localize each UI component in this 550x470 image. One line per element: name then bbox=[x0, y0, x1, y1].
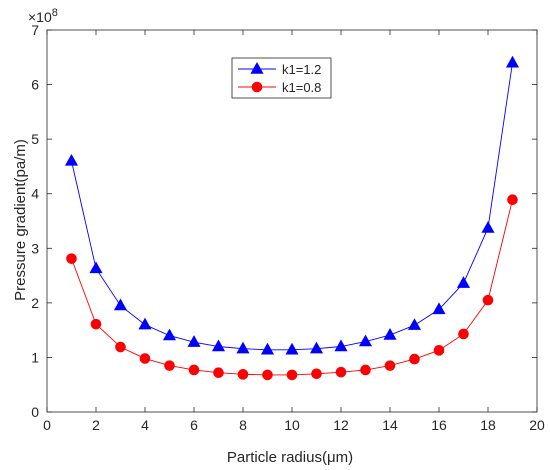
circle-marker bbox=[115, 341, 126, 353]
triangle-marker bbox=[211, 339, 226, 352]
x-tick-label: 8 bbox=[239, 417, 247, 433]
circle-marker bbox=[335, 366, 347, 378]
legend-box bbox=[231, 57, 332, 99]
series-circle bbox=[66, 194, 518, 381]
series-triangle bbox=[64, 55, 520, 355]
circle-marker bbox=[384, 360, 396, 371]
circle-marker bbox=[458, 328, 469, 340]
y-axis-exponent-base: ×10 bbox=[28, 9, 52, 25]
circle-marker bbox=[164, 360, 175, 371]
triangle-marker bbox=[309, 341, 324, 354]
circle-marker bbox=[482, 294, 494, 306]
triangle-marker bbox=[187, 335, 201, 347]
circle-marker bbox=[251, 81, 263, 93]
circle-marker bbox=[66, 253, 77, 264]
triangle-marker bbox=[113, 298, 128, 311]
plot-area bbox=[64, 55, 520, 381]
x-tick-label: 4 bbox=[141, 417, 149, 433]
triangle-marker bbox=[358, 334, 373, 347]
x-tick-label: 18 bbox=[480, 417, 496, 433]
triangle-marker bbox=[407, 318, 422, 330]
x-tick-label: 16 bbox=[431, 417, 447, 433]
circle-marker bbox=[286, 369, 298, 381]
y-axis-label: Pressure gradient(pa/m) bbox=[12, 139, 29, 301]
y-tick-label: 6 bbox=[31, 77, 39, 93]
y-tick-label: 7 bbox=[31, 22, 39, 38]
circle-marker bbox=[360, 364, 371, 376]
triangle-marker bbox=[89, 261, 103, 274]
triangle-marker bbox=[456, 276, 471, 288]
circle-marker bbox=[311, 368, 322, 380]
circle-marker bbox=[90, 318, 102, 330]
y-tick-label: 5 bbox=[31, 131, 39, 147]
triangle-marker bbox=[481, 221, 495, 233]
x-tick-label: 2 bbox=[92, 417, 100, 433]
circle-marker bbox=[139, 353, 151, 364]
triangle-marker bbox=[162, 328, 177, 341]
x-tick-label: 10 bbox=[284, 417, 300, 433]
triangle-marker bbox=[505, 55, 520, 68]
circle-marker bbox=[433, 345, 445, 356]
y-tick-label: 4 bbox=[31, 186, 39, 202]
circle-marker bbox=[262, 369, 273, 381]
triangle-marker bbox=[64, 153, 79, 166]
triangle-marker bbox=[138, 317, 152, 330]
y-tick-label: 3 bbox=[31, 240, 39, 256]
circle-marker bbox=[237, 369, 249, 380]
circle-marker bbox=[409, 353, 420, 365]
legend: k1=1.2 k1=0.8 bbox=[231, 57, 332, 99]
circle-marker bbox=[188, 364, 200, 376]
series-line bbox=[71, 62, 513, 351]
triangle-marker bbox=[334, 339, 348, 352]
x-tick-label: 0 bbox=[43, 417, 51, 433]
circle-marker bbox=[507, 194, 518, 206]
legend-entry: k1=0.8 bbox=[238, 80, 321, 95]
triangle-marker bbox=[236, 341, 250, 354]
triangle-marker bbox=[285, 342, 299, 355]
y-tick-label: 1 bbox=[31, 349, 39, 365]
x-tick-label: 6 bbox=[190, 417, 198, 433]
y-tick-label: 0 bbox=[31, 404, 39, 420]
triangle-marker bbox=[250, 61, 264, 74]
y-tick-label: 2 bbox=[31, 295, 39, 311]
x-tick-label: 14 bbox=[382, 417, 398, 433]
legend-entry: k1=1.2 bbox=[238, 61, 321, 77]
triangle-marker bbox=[432, 302, 446, 315]
circle-marker bbox=[213, 367, 224, 379]
x-tick-label: 20 bbox=[529, 417, 545, 433]
triangle-marker bbox=[383, 328, 397, 340]
legend-label: k1=0.8 bbox=[282, 80, 321, 95]
legend-label: k1=1.2 bbox=[282, 62, 321, 77]
x-axis-label: Particle radius(μm) bbox=[227, 449, 353, 466]
y-axis-exponent: ×108 bbox=[28, 7, 58, 25]
x-tick-label: 12 bbox=[333, 417, 349, 433]
y-axis-exponent-power: 8 bbox=[52, 7, 58, 19]
triangle-marker bbox=[260, 342, 275, 355]
